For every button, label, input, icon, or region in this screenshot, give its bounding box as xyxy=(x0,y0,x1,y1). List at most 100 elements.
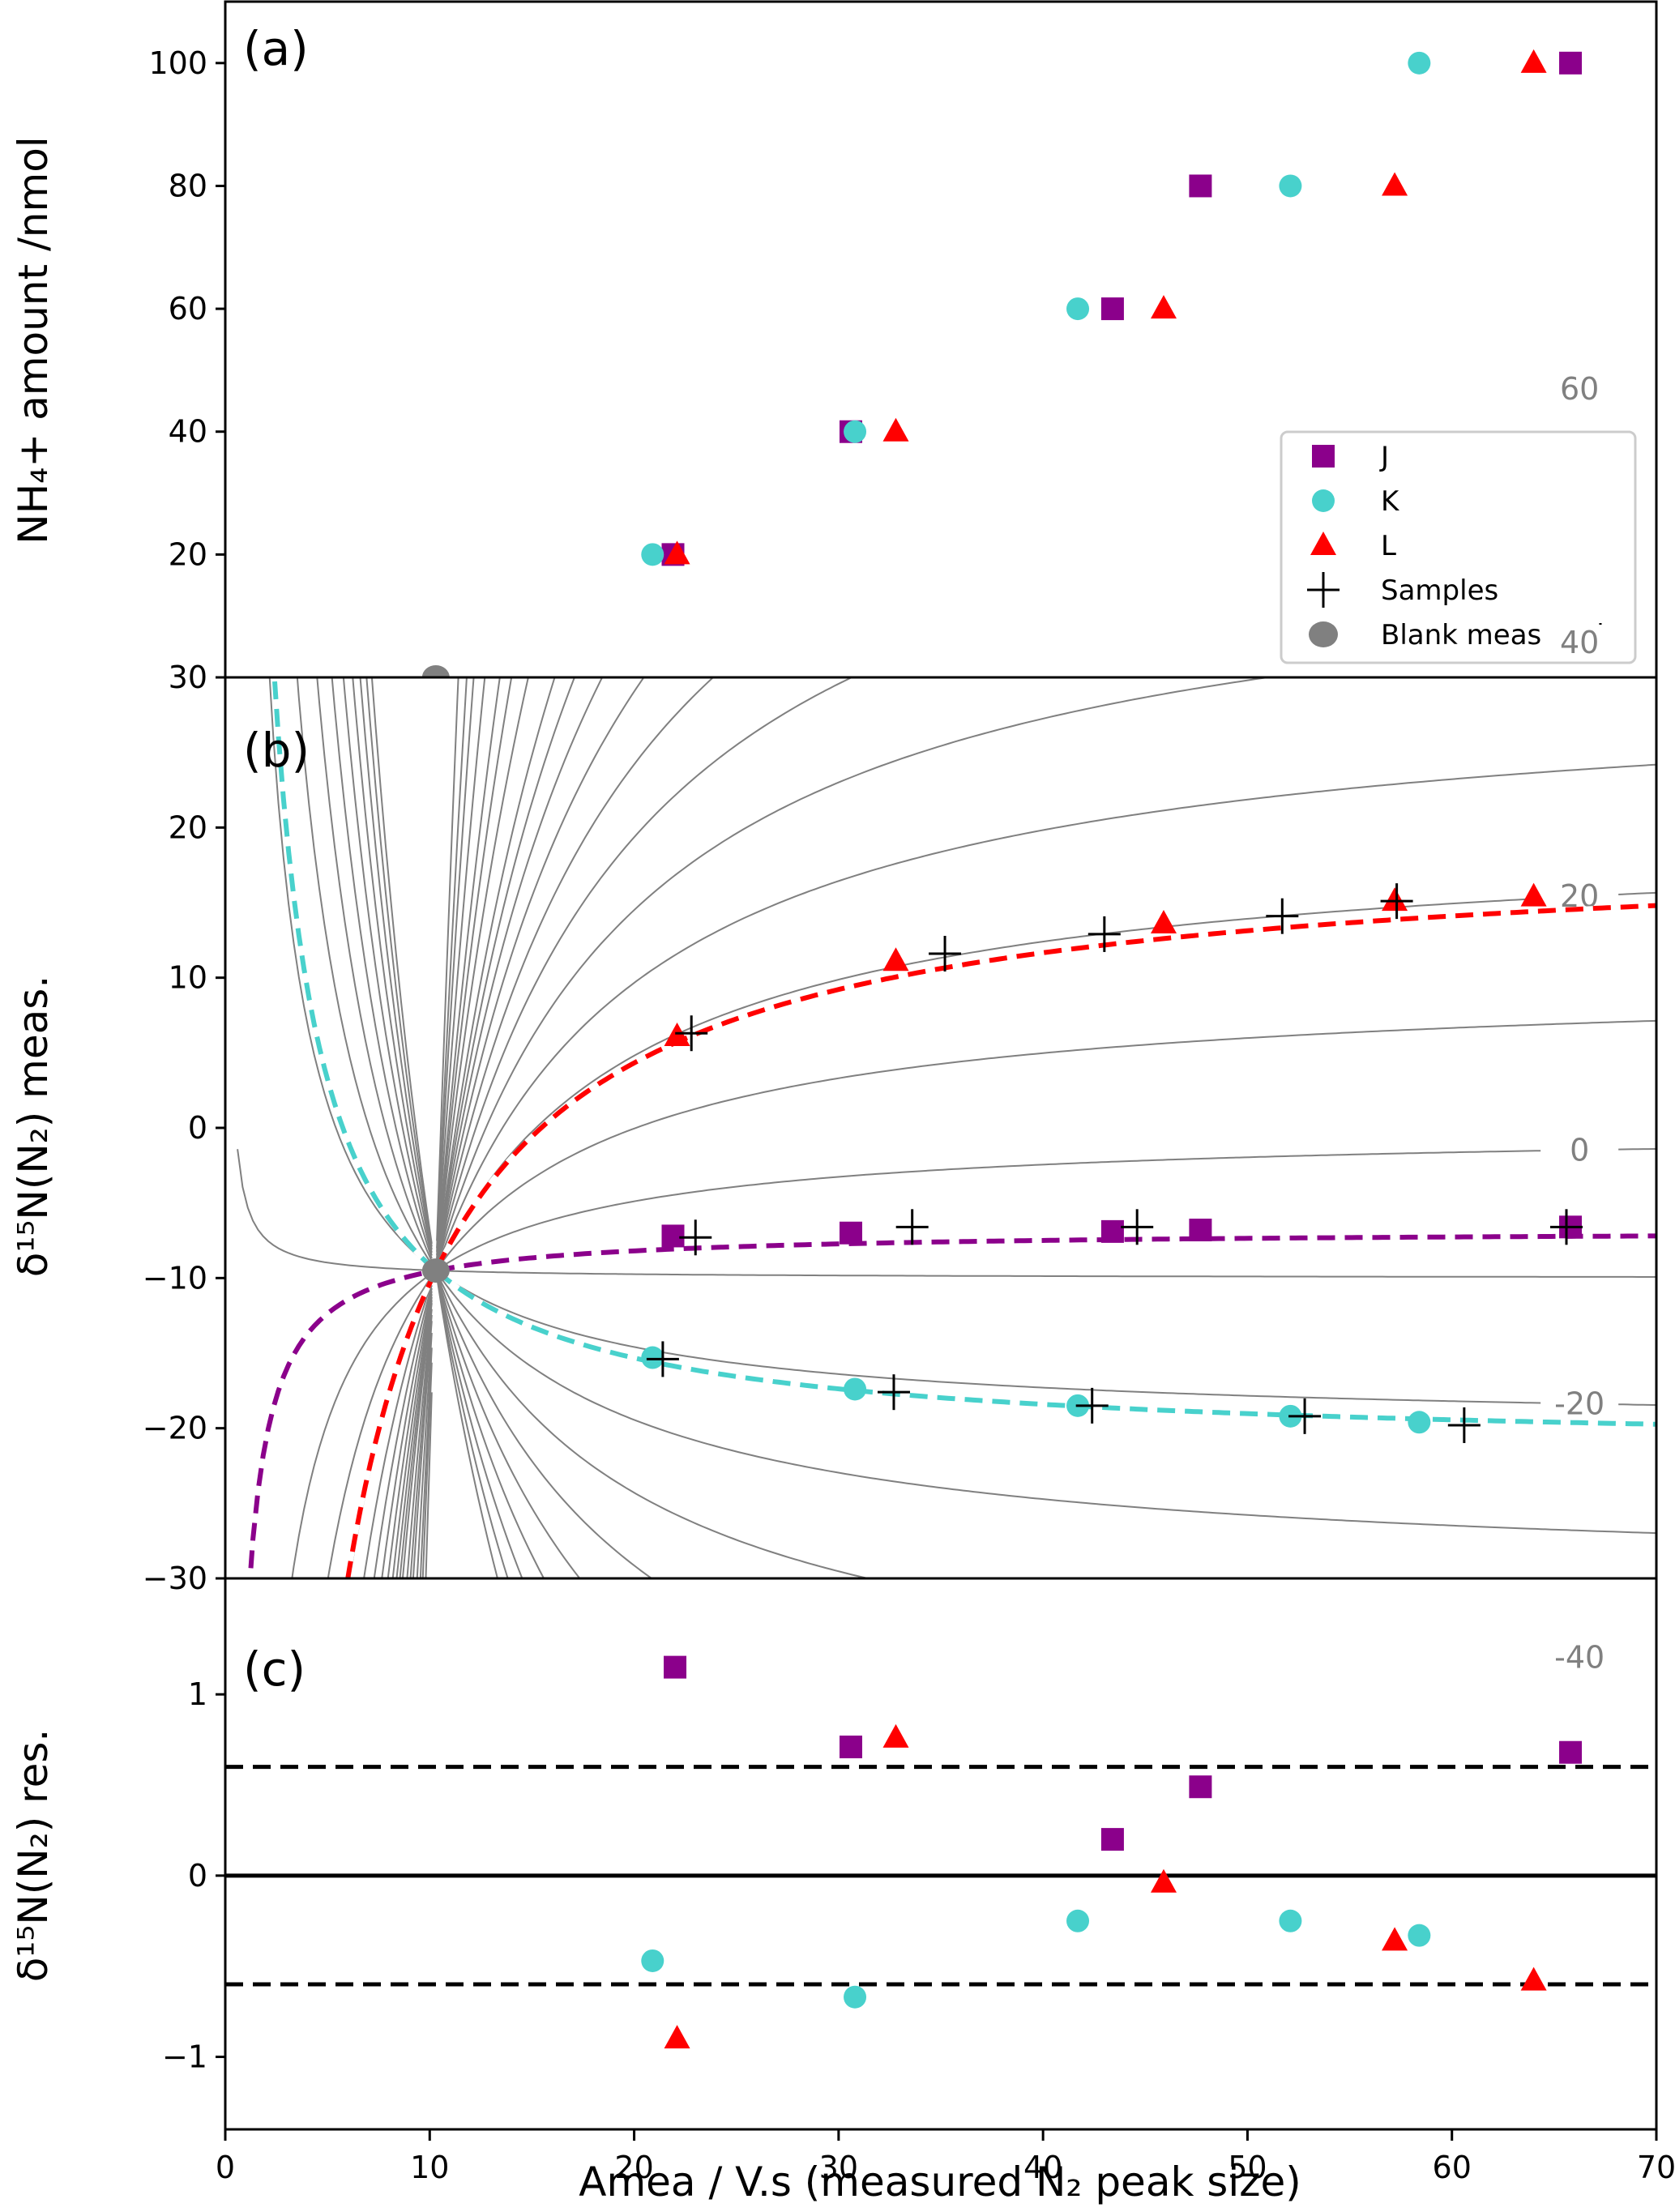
point-j xyxy=(839,1221,862,1245)
residual-j xyxy=(1100,1828,1124,1851)
contour-label: -40 xyxy=(1554,1640,1604,1676)
blank-measured-point xyxy=(421,1258,450,1283)
y-tick-label: −10 xyxy=(143,1260,207,1296)
point-l xyxy=(1382,887,1408,912)
y-tick-label: 40 xyxy=(169,414,207,450)
legend-label: L xyxy=(1381,530,1396,562)
y-tick-label: 20 xyxy=(169,536,207,572)
y-tick-label: 30 xyxy=(169,660,207,695)
point-samples xyxy=(675,1015,708,1052)
residual-k xyxy=(641,1949,664,1972)
contour-line xyxy=(416,677,486,1578)
point-j xyxy=(1559,51,1583,75)
contour-line xyxy=(412,677,501,1578)
contour-line xyxy=(419,677,475,1578)
point-l xyxy=(1520,882,1547,907)
residual-k xyxy=(1408,1924,1431,1947)
y-tick-label: 100 xyxy=(148,45,207,81)
contour-line xyxy=(373,677,1274,1578)
contour-line xyxy=(409,677,513,1578)
contour-line xyxy=(327,1019,1656,1578)
contour-line xyxy=(370,677,498,1578)
panel-c-markers xyxy=(641,1655,1583,2049)
x-axis-ticks: 0 10 20 30 40 50 60 70 xyxy=(216,2129,1675,2185)
x-tick-label: 10 xyxy=(410,2150,449,2185)
contour-line xyxy=(348,891,1656,1578)
residual-j xyxy=(839,1736,862,1759)
fit-curve-k xyxy=(271,677,1656,1427)
residual-k xyxy=(1279,1909,1302,1932)
y-tick-label: −20 xyxy=(143,1411,207,1446)
x-tick-label: 30 xyxy=(819,2150,858,2185)
contour-line xyxy=(401,677,556,1578)
panel-a-y-ticks: 20 40 60 80 100 xyxy=(148,45,225,572)
panel-a: 20 40 60 80 100 (a) NH₄+ amount /nmol JKL Sam… xyxy=(10,0,1658,679)
point-blank-measured xyxy=(421,665,450,677)
y-tick-label: −30 xyxy=(143,1561,207,1596)
y-tick-label: −1 xyxy=(162,2039,207,2075)
point-l xyxy=(664,540,690,565)
contour-label-bg xyxy=(1540,1386,1619,1422)
contour-line xyxy=(316,677,871,1578)
point-k xyxy=(844,420,867,443)
contour-line xyxy=(395,677,604,1578)
point-k xyxy=(641,543,664,566)
residual-j xyxy=(664,1655,687,1679)
point-samples xyxy=(877,1374,910,1411)
point-k xyxy=(641,1346,664,1369)
fit-curve-underlay xyxy=(247,1233,1656,1578)
legend-label: K xyxy=(1381,485,1400,518)
x-tick-label: 20 xyxy=(614,2150,653,2185)
y-tick-label: 20 xyxy=(169,809,207,845)
legend-label: Samples xyxy=(1381,574,1498,607)
y-tick-label: 60 xyxy=(169,291,207,327)
residual-l xyxy=(1150,1868,1177,1893)
panel-c-y-ticks: −1 0 1 xyxy=(162,1676,225,2075)
fit-curve-j xyxy=(247,1233,1656,1578)
panel-c-reference-lines xyxy=(225,1765,1656,1987)
contour-line xyxy=(387,677,715,1578)
point-samples xyxy=(895,1209,929,1245)
contour-label: 40 xyxy=(1560,625,1599,660)
contour-line xyxy=(237,1149,1656,1278)
point-k xyxy=(1408,1411,1431,1434)
point-l xyxy=(1150,295,1177,319)
panel-b-contour-lines xyxy=(237,677,1656,1578)
contour-line xyxy=(359,677,523,1578)
contour-line xyxy=(391,677,645,1578)
panel-c-label: (c) xyxy=(243,1642,306,1697)
contour-line xyxy=(331,677,653,1578)
panel-b-y-axis-label: δ¹⁵N(N₂) meas. xyxy=(10,976,57,1278)
contour-label-bg xyxy=(1540,624,1619,660)
panel-c: −1 0 1 0 10 20 30 40 50 60 70 (c) δ¹⁵N(N₂) res. A… xyxy=(10,1577,1675,2206)
contour-line xyxy=(296,677,1656,1535)
point-samples xyxy=(1380,883,1413,920)
y-tick-label: 1 xyxy=(188,1676,207,1712)
panel-b-fit-curves xyxy=(247,677,1656,1578)
point-samples xyxy=(1087,916,1121,952)
point-l xyxy=(882,417,909,442)
panel-b-markers xyxy=(421,882,1583,1443)
x-tick-label: 40 xyxy=(1023,2150,1062,2185)
panel-a-label: (a) xyxy=(243,21,309,76)
contour-line xyxy=(406,677,529,1578)
contour-line xyxy=(381,677,854,1578)
point-j xyxy=(1189,174,1212,198)
point-samples xyxy=(646,1341,679,1377)
point-samples xyxy=(1288,1398,1322,1434)
point-samples xyxy=(679,1219,712,1256)
contour-label: 0 xyxy=(1570,1132,1589,1168)
panel-a-y-axis-label: NH₄+ amount /nmol xyxy=(10,136,57,544)
residual-l xyxy=(1382,1927,1408,1951)
panel-b: 60 40 20 0 -20 -40 −30 −20 −10 0 10 20 30 (b) δ¹⁵N(… xyxy=(10,370,1658,1676)
panel-c-y-axis-label: δ¹⁵N(N₂) res. xyxy=(10,1729,57,1983)
contour-line xyxy=(291,1147,1656,1578)
point-k xyxy=(1066,297,1090,321)
legend-label: J xyxy=(1379,441,1389,473)
point-samples xyxy=(1549,1209,1583,1245)
point-k xyxy=(1279,174,1302,198)
contour-label: -20 xyxy=(1554,1386,1604,1421)
y-tick-label: 0 xyxy=(188,1110,207,1146)
point-j xyxy=(1100,297,1124,321)
